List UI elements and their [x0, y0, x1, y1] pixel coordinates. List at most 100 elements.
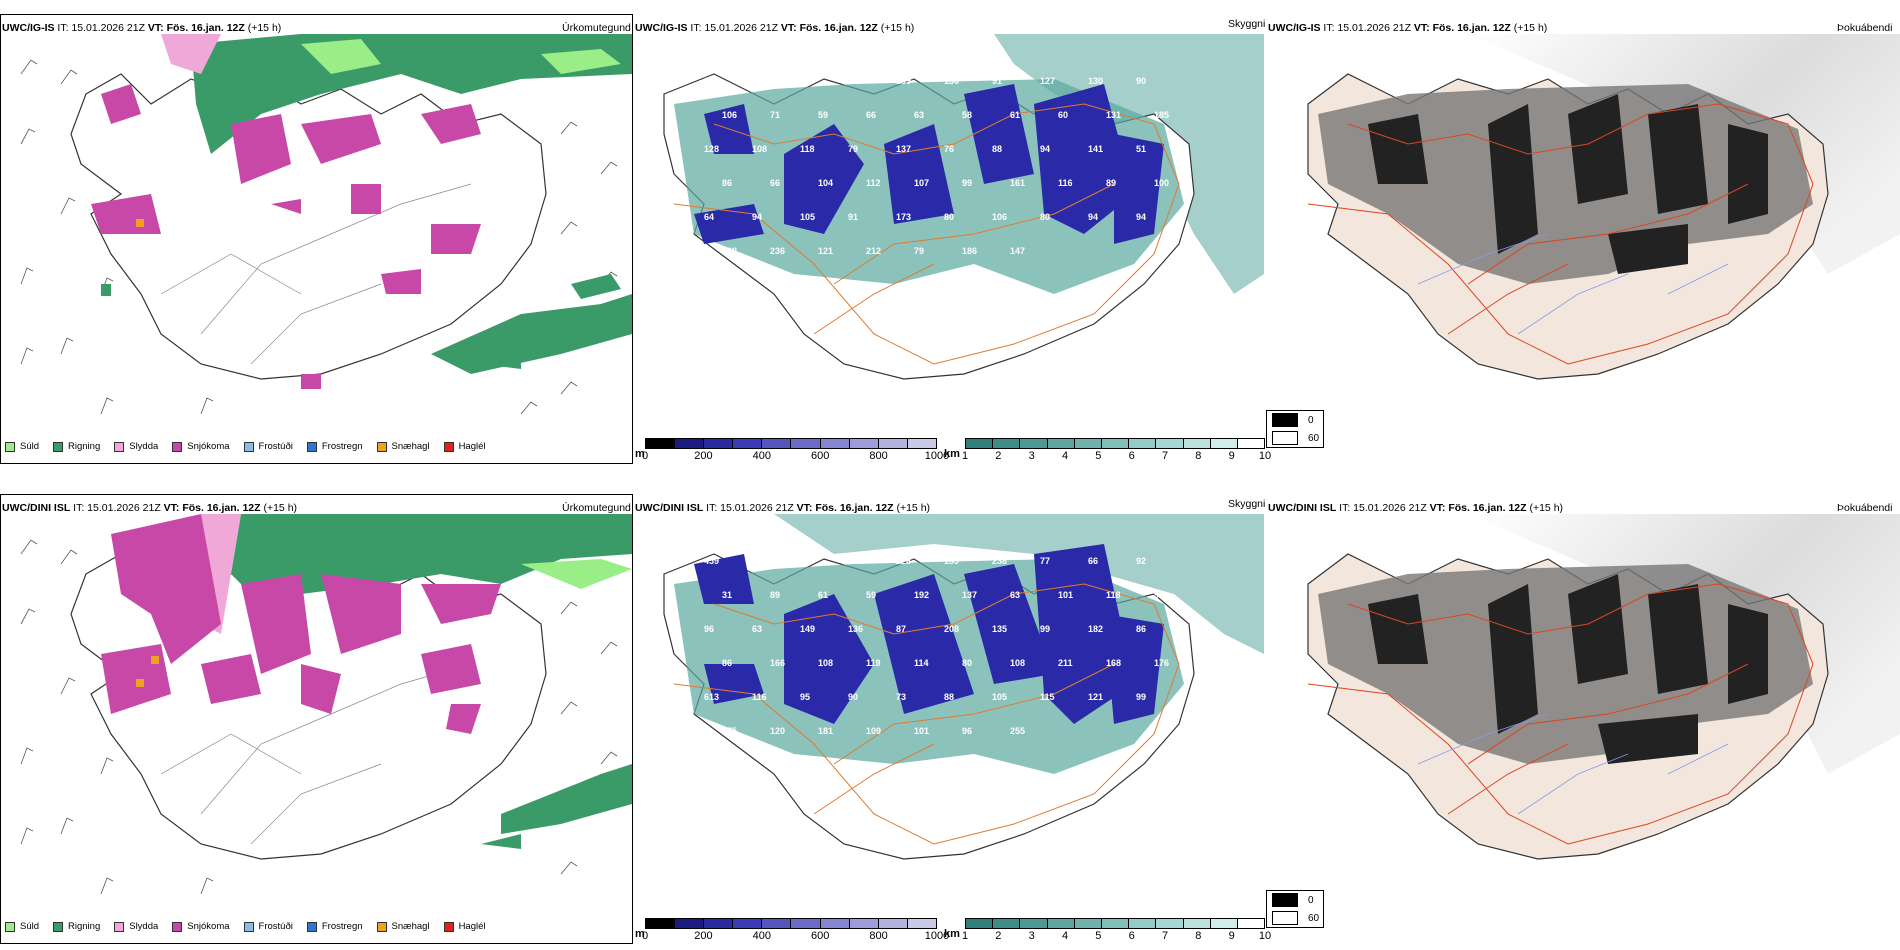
legend-freezing-rain: Frostregn — [306, 921, 363, 932]
vis-labels: 459 183 99 144 228 159 238 77 66 92 31 89 61 59 192 137… — [704, 556, 1169, 736]
cbar-tick: 6 — [1128, 450, 1135, 462]
visibility-value-label: 137 — [962, 590, 977, 600]
legend-sleet: Slydda — [114, 441, 158, 452]
visibility-value-label: 105 — [992, 692, 1007, 702]
visibility-value-label: 89 — [770, 590, 780, 600]
visibility-value-label: 131 — [1106, 110, 1121, 120]
visibility-value-label: 141 — [1088, 144, 1103, 154]
visibility-value-label: 147 — [1010, 246, 1025, 256]
visibility-value-label: 99 — [1040, 624, 1050, 634]
row2: UWC/DINI ISL IT: 15.01.2026 21Z VT: Fös.… — [0, 480, 1900, 950]
visibility-value-label: 175 — [722, 726, 737, 736]
precip-type-map — [1, 34, 632, 432]
cbar-tick: 5 — [1095, 930, 1102, 942]
cbar-tick: 8 — [1195, 450, 1202, 462]
visibility-value-label: 211 — [1058, 658, 1073, 668]
visibility-value-label: 101 — [1058, 590, 1073, 600]
cbar-tick: 10 — [1258, 450, 1272, 462]
cbar-m: 0 200 400 600 800 1000 — [642, 918, 949, 942]
legend-freezing-rain: Frostregn — [306, 441, 363, 452]
visibility-value-label: 61 — [1010, 110, 1020, 120]
visibility-value-label: 98 — [848, 76, 858, 86]
precip-legend: Súld Rigning Slydda Snjókoma Frostúði Fr… — [5, 921, 500, 932]
visibility-value-label: 136 — [944, 76, 959, 86]
legend-hail: Haglél — [443, 441, 486, 452]
cbar-tick: 1 — [961, 930, 969, 942]
visibility-value-label: 116 — [1058, 178, 1073, 188]
visibility-value-label: 99 — [962, 178, 972, 188]
cbar-tick: 1000 — [924, 450, 950, 462]
visibility-map: 459 183 99 144 228 159 238 77 66 92 31 89 61 59 192 137… — [634, 514, 1264, 910]
visibility-value-label: 51 — [1136, 144, 1146, 154]
cbar-tick: 200 — [694, 450, 713, 462]
visibility-value-label: 108 — [1010, 658, 1025, 668]
cbar-tick: 10 — [1258, 930, 1272, 942]
visibility-value-label: 135 — [992, 624, 1007, 634]
cbar-tick: 4 — [1061, 450, 1069, 462]
cbar-tick: 400 — [752, 450, 771, 462]
visibility-value-label: 228 — [896, 556, 911, 566]
visibility-value-label: 613 — [704, 692, 719, 702]
visibility-value-label: 127 — [1040, 76, 1055, 86]
visibility-value-label: 459 — [704, 556, 719, 566]
visibility-value-label: 96 — [962, 726, 972, 736]
visibility-value-label: 66 — [866, 110, 876, 120]
visibility-value-label: 63 — [1010, 590, 1020, 600]
visibility-value-label: 208 — [944, 624, 959, 634]
cbar-km: 1 2 3 4 5 6 7 8 9 10 — [961, 438, 1271, 462]
cbar-tick: 6 — [1128, 930, 1135, 942]
visibility-value-label: 80 — [1040, 212, 1050, 222]
visibility-value-label: 63 — [752, 624, 762, 634]
cbar-tick: 4 — [1061, 930, 1069, 942]
cbar-tick: 3 — [1028, 930, 1035, 942]
visibility-value-label: 120 — [770, 726, 785, 736]
legend-snow-pellets: Snæhagl — [376, 921, 430, 932]
cbar-tick: 2 — [995, 930, 1002, 942]
visibility-value-label: 182 — [1088, 624, 1103, 634]
visibility-value-label: 130 — [1088, 76, 1103, 86]
cbar-km: 1 2 3 4 5 6 7 8 9 10 — [961, 918, 1271, 942]
visibility-value-label: 185 — [1154, 110, 1169, 120]
cbar-tick: 3 — [1028, 450, 1035, 462]
cbar-tick: 5 — [1095, 450, 1102, 462]
cbar-tick: 8 — [1195, 930, 1202, 942]
legend-sleet: Slydda — [114, 921, 158, 932]
visibility-value-label: 115 — [1040, 692, 1055, 702]
visibility-value-label: 86 — [1136, 624, 1146, 634]
cbar-km-cells — [965, 438, 1265, 449]
panel-header: UWC/DINI ISL IT: 15.01.2026 21Z VT: Fös.… — [1268, 502, 1564, 514]
fog-legend: 0 60 — [1266, 890, 1324, 928]
visibility-value-label: 109 — [866, 726, 881, 736]
visibility-value-label: 107 — [914, 178, 929, 188]
visibility-value-label: 224 — [704, 76, 719, 86]
visibility-value-label: 106 — [992, 212, 1007, 222]
panel-header: UWC/IG-IS IT: 15.01.2026 21Z VT: Fös. 16… — [2, 22, 282, 34]
visibility-value-label: 59 — [866, 590, 876, 600]
visibility-value-label: 87 — [896, 624, 906, 634]
visibility-value-label: 44 — [800, 76, 810, 86]
cbar-m-ticks: 0 200 400 600 800 1000 — [641, 450, 949, 462]
visibility-value-label: 99 — [800, 556, 810, 566]
visibility-value-label: 94 — [752, 212, 762, 222]
fog-title: Þokuábendi — [1837, 502, 1893, 514]
visibility-value-label: 91 — [848, 212, 858, 222]
visibility-value-label: 60 — [1058, 110, 1068, 120]
cbar-tick: 800 — [869, 930, 888, 942]
visibility-value-label: 94 — [1136, 212, 1146, 222]
visibility-value-label: 71 — [770, 110, 780, 120]
precip-type-map — [1, 514, 632, 912]
visibility-title: Skyggni — [1228, 18, 1266, 30]
visibility-value-label: 161 — [1010, 178, 1025, 188]
visibility-value-label: 181 — [818, 726, 833, 736]
visibility-value-label: 66 — [770, 178, 780, 188]
cbar-tick: 1 — [961, 450, 969, 462]
visibility-title: Skyggni — [1228, 498, 1266, 510]
wind-barbs — [20, 59, 618, 415]
visibility-value-label: 118 — [800, 144, 815, 154]
precip-type-title: Úrkomutegund — [562, 502, 631, 514]
cbar-tick: 0 — [641, 450, 649, 462]
cbar-tick: 9 — [1228, 930, 1235, 942]
visibility-value-label: 99 — [1136, 692, 1146, 702]
visibility-value-label: 121 — [818, 246, 833, 256]
legend-snow: Snjókoma — [172, 921, 230, 932]
